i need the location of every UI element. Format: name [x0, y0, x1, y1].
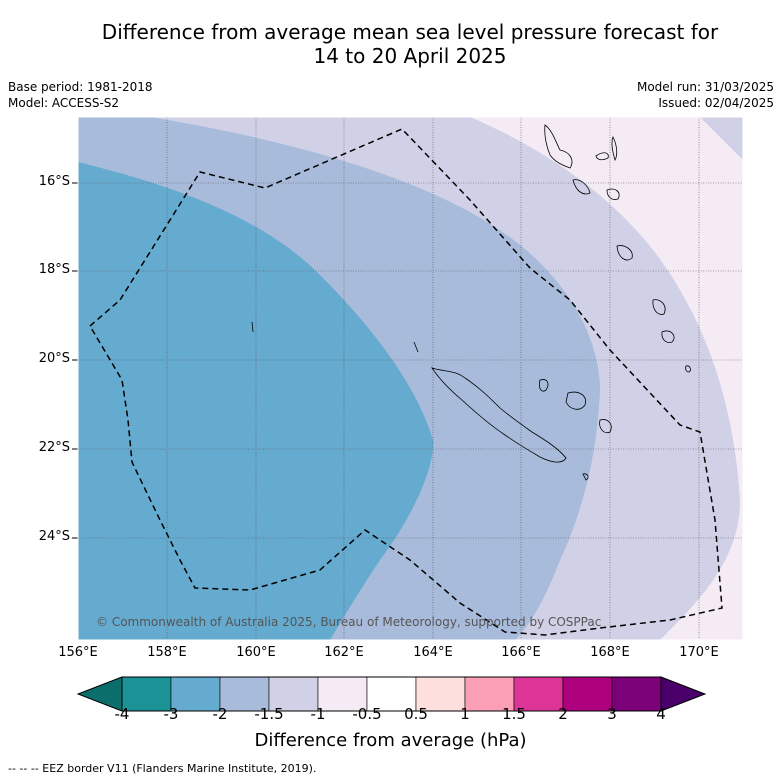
espiritu-santo — [544, 124, 573, 169]
colorbar-segment — [219, 676, 270, 712]
meta-right: Model run: 31/03/2025 Issued: 02/04/2025 — [637, 79, 774, 111]
longitude-label: 164°E — [413, 645, 453, 660]
new-caledonia-island — [431, 367, 567, 463]
longitude-label: 156°E — [58, 645, 98, 660]
southern-islet — [685, 365, 691, 373]
longitude-label: 168°E — [590, 645, 630, 660]
colorbar-title: Difference from average (hPa) — [254, 730, 527, 751]
erromango-island — [616, 245, 633, 261]
colorbar-segment — [415, 676, 466, 712]
issued-date: Issued: 02/04/2025 — [658, 96, 774, 110]
meta-left: Base period: 1981-2018 Model: ACCESS-S2 — [8, 79, 153, 111]
latitude-label: 22°S — [38, 440, 70, 455]
malekula-island — [572, 179, 591, 195]
model-name: Model: ACCESS-S2 — [8, 96, 120, 110]
islands — [251, 124, 691, 481]
gridlines — [78, 117, 743, 640]
latitude-label: 24°S — [38, 529, 70, 544]
colorbar-tick-label: -2 — [212, 705, 228, 723]
colorbar-tick-label: -0.5 — [352, 705, 382, 723]
colorbar-tick-label: -1 — [310, 705, 326, 723]
isle-of-pines — [582, 473, 589, 481]
latitude-label: 20°S — [38, 351, 70, 366]
tanna-island — [652, 299, 666, 315]
belep-islands — [413, 341, 419, 353]
longitude-label: 170°E — [679, 645, 719, 660]
mare-island — [599, 419, 612, 434]
latitude-label: 16°S — [38, 174, 70, 189]
colorbar-tick-label: 4 — [656, 705, 666, 723]
eez-footnote: -- -- -- EEZ border V11 (Flanders Marine… — [8, 762, 317, 775]
colorbar-tick-label: 1.5 — [502, 705, 526, 723]
eez-border — [89, 128, 723, 636]
title-line-1: Difference from average mean sea level p… — [101, 20, 719, 44]
colorbar-frame — [121, 676, 662, 712]
title-line-2: 14 to 20 April 2025 — [313, 44, 507, 68]
longitude-label: 160°E — [236, 645, 276, 660]
model-run: Model run: 31/03/2025 — [636, 80, 774, 94]
copyright-notice: © Commonwealth of Australia 2025, Bureau… — [96, 615, 601, 629]
base-period: Base period: 1981-2018 — [8, 80, 153, 94]
colorbar-segment — [121, 676, 172, 712]
ouvea-island — [539, 379, 549, 392]
chesterfield-reef — [251, 321, 254, 333]
colorbar-tick-label: 1 — [460, 705, 470, 723]
maewo-island — [611, 136, 618, 161]
map-title: Difference from average mean sea level p… — [0, 20, 781, 68]
colorbar-segments — [121, 676, 662, 712]
longitude-label: 162°E — [324, 645, 364, 660]
colorbar-segment — [170, 676, 221, 712]
longitude-label: 158°E — [147, 645, 187, 660]
colorbar-tick-label: 3 — [607, 705, 617, 723]
pressure-field — [78, 117, 743, 640]
ticks — [72, 182, 78, 539]
colorbar — [76, 676, 707, 712]
band-minus1-to-minus0.5 — [470, 117, 743, 640]
efate-island — [606, 188, 620, 200]
longitude-label: 166°E — [501, 645, 541, 660]
colorbar-tick-label: -4 — [114, 705, 130, 723]
colorbar-tick-label: 0.5 — [404, 705, 428, 723]
colorbar-segment — [268, 676, 319, 712]
colorbar-tick-label: -1.5 — [254, 705, 284, 723]
ambae-island — [595, 152, 609, 161]
colorbar-tick-label: 2 — [558, 705, 568, 723]
colorbar-tick-label: -3 — [163, 705, 179, 723]
latitude-label: 18°S — [38, 262, 70, 277]
aneityum-island — [661, 330, 675, 343]
lifou-island — [565, 391, 586, 410]
colorbar-segment — [611, 676, 662, 712]
